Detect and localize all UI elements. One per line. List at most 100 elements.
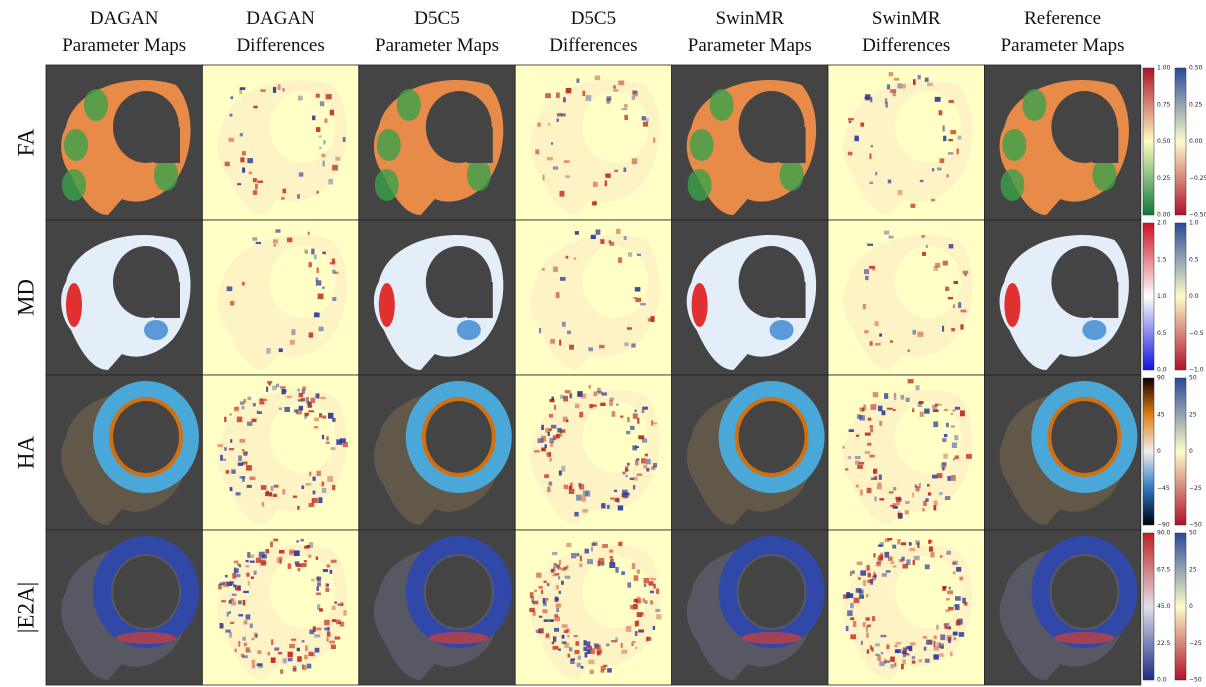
- diff-speck: [615, 567, 618, 573]
- diff-speck: [937, 167, 942, 170]
- diff-speck: [872, 616, 875, 621]
- diff-speck: [316, 577, 321, 581]
- diff-speck: [852, 570, 855, 574]
- fa-patch: [1092, 159, 1116, 191]
- diff-speck: [574, 512, 578, 517]
- diff-speck: [867, 443, 871, 446]
- diff-speck: [247, 422, 252, 426]
- diff-speck: [860, 570, 866, 575]
- diff-speck: [574, 635, 578, 637]
- parameter-map: [359, 65, 515, 220]
- diff-speck: [613, 85, 616, 88]
- parameter-map: [46, 65, 202, 220]
- diff-speck: [269, 383, 271, 386]
- diff-speck: [586, 95, 592, 101]
- fa-patch: [154, 159, 178, 191]
- diff-speck: [945, 287, 949, 292]
- diff-speck: [312, 477, 315, 481]
- diff-speck: [308, 262, 311, 267]
- cavity-notch: [154, 282, 180, 318]
- parameter-map: [984, 65, 1140, 220]
- cavity-notch: [467, 282, 493, 318]
- diff-speck: [646, 118, 648, 123]
- colorbar-tick-label: −0.5: [1189, 330, 1204, 337]
- diff-speck: [646, 459, 651, 465]
- colorbar-tick-label: 90.0: [1157, 530, 1171, 537]
- diff-speck: [933, 421, 938, 427]
- diff-speck: [250, 554, 254, 558]
- diff-speck: [257, 650, 261, 654]
- diff-speck: [316, 280, 321, 285]
- diff-speck: [935, 404, 939, 406]
- diff-speck: [866, 633, 869, 638]
- diff-speck: [314, 417, 319, 421]
- fa-patch: [84, 89, 108, 121]
- diff-speck: [633, 90, 637, 94]
- colorbar-tick-label: 0.5: [1157, 330, 1167, 337]
- diff-speck: [240, 87, 246, 90]
- diff-speck: [887, 408, 893, 410]
- diff-speck: [602, 544, 608, 548]
- diff-speck: [946, 174, 948, 177]
- difference-map: [515, 375, 671, 530]
- diff-speck: [632, 445, 637, 450]
- diff-speck: [243, 600, 246, 605]
- diff-speck: [234, 560, 239, 563]
- diff-speck: [280, 386, 285, 388]
- diff-speck: [951, 425, 955, 427]
- diff-speck: [579, 563, 582, 567]
- diff-speck: [624, 342, 628, 346]
- difference-map: [828, 530, 984, 685]
- diff-speck: [551, 569, 554, 572]
- diff-speck: [548, 432, 550, 436]
- diff-speck: [946, 551, 951, 555]
- diff-speck: [966, 454, 972, 459]
- diff-speck: [955, 604, 960, 610]
- cavity: [1051, 401, 1117, 473]
- diff-speck: [551, 142, 553, 144]
- diff-speck: [897, 539, 900, 545]
- diff-speck: [324, 620, 329, 626]
- diff-speck: [912, 661, 916, 664]
- diff-speck: [554, 616, 560, 621]
- diff-speck: [229, 448, 234, 450]
- diff-speck: [242, 637, 246, 641]
- colorbar-tick-label: 0.00: [1157, 212, 1171, 219]
- diff-speck: [273, 239, 278, 243]
- diff-speck: [856, 485, 859, 488]
- diff-speck: [609, 240, 612, 243]
- diff-speck: [330, 570, 333, 574]
- diff-speck: [627, 417, 629, 422]
- diff-speck: [933, 266, 938, 271]
- diff-speck: [341, 602, 344, 606]
- colorbar-tick-label: 0: [1189, 603, 1193, 610]
- diff-speck: [863, 304, 866, 309]
- diff-speck: [575, 404, 579, 408]
- diff-speck: [934, 636, 937, 640]
- column-subtitle: Differences: [549, 35, 637, 56]
- diff-speck: [850, 603, 854, 608]
- diff-speck: [315, 648, 320, 653]
- diff-speck: [943, 261, 948, 266]
- diff-speck: [650, 591, 654, 594]
- diff-speck: [865, 433, 871, 436]
- diff-speck: [953, 632, 958, 636]
- diff-speck: [561, 568, 566, 571]
- diff-speck: [575, 231, 579, 235]
- diff-speck: [217, 444, 223, 447]
- diff-speck: [546, 633, 550, 637]
- diff-speck: [933, 641, 935, 647]
- diff-speck: [656, 588, 659, 593]
- diff-speck: [859, 407, 863, 411]
- diff-speck: [616, 404, 619, 406]
- diff-speck: [609, 400, 613, 406]
- diff-speck: [917, 332, 923, 337]
- diff-speck: [234, 568, 239, 573]
- diff-speck: [319, 147, 321, 149]
- diff-speck: [594, 643, 599, 647]
- ring-patch: [116, 632, 176, 644]
- diff-speck: [964, 602, 967, 606]
- diff-speck: [959, 632, 964, 637]
- cavity-notch: [780, 127, 806, 163]
- column-subtitle: Parameter Maps: [1001, 35, 1125, 56]
